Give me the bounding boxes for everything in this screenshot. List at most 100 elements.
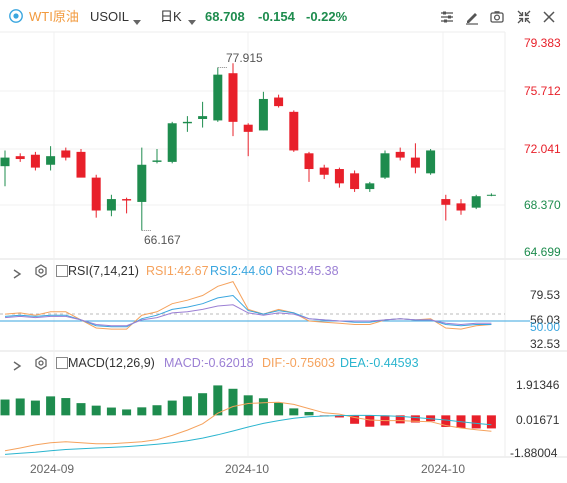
- close-icon[interactable]: [538, 7, 560, 27]
- macd-bar: [258, 398, 268, 416]
- candle-body: [243, 124, 253, 132]
- candle-body: [350, 173, 360, 190]
- candle-body: [228, 73, 238, 122]
- macd-bar: [274, 402, 284, 416]
- macd-bar: [137, 407, 147, 416]
- rsi-y-tick: 56.03: [530, 313, 561, 327]
- rsi-toggle[interactable]: [56, 265, 68, 277]
- macd-bar: [228, 388, 238, 416]
- candle-body: [76, 151, 86, 178]
- chevron-down-icon[interactable]: [133, 13, 141, 25]
- x-tick-label: 2024-10: [421, 462, 466, 476]
- collapse-icon[interactable]: [513, 7, 535, 27]
- macd-bar: [152, 405, 162, 416]
- macd-toggle[interactable]: [56, 357, 68, 369]
- macd-bar: [167, 400, 177, 416]
- rsi3-value: RSI3:45.38: [276, 264, 339, 278]
- globe-icon: [9, 9, 23, 23]
- symbol-name[interactable]: WTI原油: [29, 9, 79, 24]
- pencil-icon[interactable]: [461, 7, 483, 27]
- candle-body: [365, 183, 375, 190]
- candle-body: [213, 74, 223, 121]
- macd-bar: [441, 415, 451, 427]
- chevron-right-icon[interactable]: [12, 358, 22, 371]
- macd-y-tick: 1.91346: [516, 378, 560, 392]
- macd-bar: [289, 408, 299, 416]
- candle-body: [334, 169, 344, 184]
- dea-line: [4, 414, 492, 455]
- macd-bar: [122, 409, 132, 416]
- macd-bar: [471, 415, 481, 429]
- macd-y-tick: 0.01671: [516, 413, 560, 427]
- chevron-right-icon[interactable]: [12, 266, 22, 279]
- macd-bar: [106, 407, 116, 416]
- macd-bar: [304, 411, 314, 416]
- candle-body: [182, 121, 192, 124]
- current-price: 68.708: [205, 9, 245, 24]
- candle-body: [456, 203, 466, 211]
- macd-bar: [410, 415, 420, 423]
- y-tick-label: 72.041: [524, 142, 561, 156]
- symbol-code[interactable]: USOIL: [90, 9, 130, 24]
- macd-bar: [76, 403, 86, 416]
- candle-body: [289, 111, 299, 151]
- dea-value: DEA:-0.44593: [340, 356, 419, 370]
- x-tick-label: 2024-09: [30, 462, 75, 476]
- candle-body: [30, 154, 40, 168]
- price-change-pct: -0.22%: [306, 9, 348, 24]
- camera-icon[interactable]: [486, 7, 508, 27]
- rsi2-value: RSI2:44.60: [210, 264, 273, 278]
- macd-bar: [198, 393, 208, 416]
- y-tick-label: 68.370: [524, 198, 561, 212]
- candle-body: [380, 153, 390, 178]
- macd-bar: [15, 398, 25, 416]
- macd-y-tick: -1.88004: [510, 446, 558, 460]
- candle-body: [46, 156, 56, 165]
- rsi-title: RSI(7,14,21): [68, 264, 139, 278]
- candle-body: [486, 194, 496, 196]
- candle-body: [274, 97, 284, 107]
- chevron-down-icon[interactable]: [188, 13, 196, 25]
- candle-body: [258, 98, 268, 131]
- x-tick-label: 2024-10: [225, 462, 270, 476]
- macd-bar: [182, 396, 192, 416]
- candle-body: [410, 157, 420, 168]
- y-tick-label: 75.712: [524, 84, 561, 98]
- settings-sliders-icon[interactable]: [436, 7, 458, 27]
- macd-bar: [0, 399, 10, 416]
- rsi-y-tick: 79.53: [530, 288, 561, 302]
- gear-icon[interactable]: [34, 356, 48, 370]
- macd-bar: [213, 385, 223, 416]
- macd-bar: [46, 396, 56, 416]
- candle-body: [426, 150, 436, 174]
- candle-body: [137, 164, 147, 202]
- candle-body: [319, 167, 329, 175]
- candle-body: [152, 160, 162, 162]
- macd-bar: [61, 398, 71, 416]
- macd-bar: [350, 415, 360, 424]
- macd-bar: [334, 415, 344, 418]
- high-price-label: 77.915: [226, 51, 263, 65]
- candle-body: [91, 177, 101, 211]
- macd-title: MACD(12,26,9): [68, 356, 155, 370]
- candle-body: [441, 199, 451, 205]
- candle-body: [304, 153, 314, 170]
- candle-body: [198, 116, 208, 119]
- macd-bar: [395, 415, 405, 424]
- candle-body: [167, 123, 177, 162]
- price-change: -0.154: [258, 9, 295, 24]
- candle-body: [395, 151, 405, 158]
- y-tick-label: 64.699: [524, 245, 561, 259]
- macd-value: MACD:-0.62018: [164, 356, 254, 370]
- rsi-y-tick: 32.53: [530, 337, 561, 351]
- dif-value: DIF:-0.75603: [262, 356, 335, 370]
- low-price-label: 66.167: [144, 233, 181, 247]
- candle-body: [106, 199, 116, 211]
- y-tick-label: 79.383: [524, 36, 561, 50]
- interval-selector[interactable]: 日K: [160, 9, 182, 24]
- rsi1-value: RSI1:42.67: [146, 264, 209, 278]
- dif-line: [4, 401, 492, 452]
- gear-icon[interactable]: [34, 264, 48, 278]
- candle-body: [122, 199, 132, 201]
